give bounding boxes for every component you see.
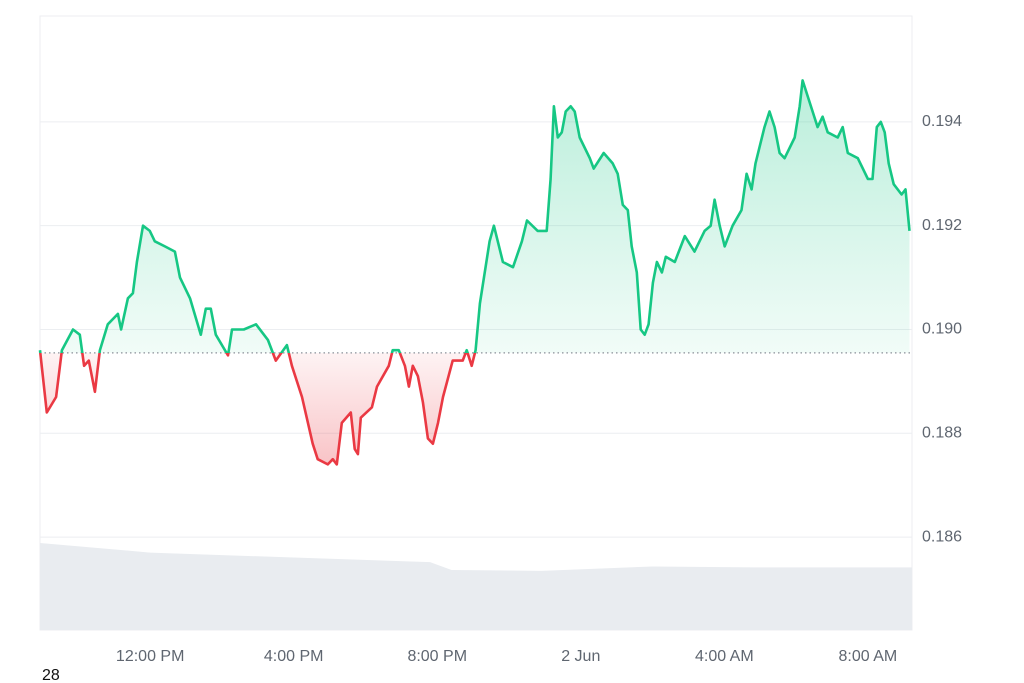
y-tick-label: 0.194 [922,113,962,130]
y-tick-label: 0.192 [922,217,962,234]
x-tick-label: 8:00 AM [839,648,898,665]
x-tick-label: 2 Jun [561,648,600,665]
volume-area [40,543,912,630]
y-tick-label: 0.186 [922,528,962,545]
price-line [38,79,911,466]
y-tick-label: 0.190 [922,321,962,338]
area-fill [40,80,910,465]
y-tick-label: 0.188 [922,425,962,442]
x-tick-label: 4:00 PM [264,648,324,665]
x-tick-label: 8:00 PM [407,648,467,665]
x-tick-label: 12:00 PM [116,648,184,665]
annotation: 28 [42,667,60,683]
x-tick-label: 4:00 AM [695,648,754,665]
